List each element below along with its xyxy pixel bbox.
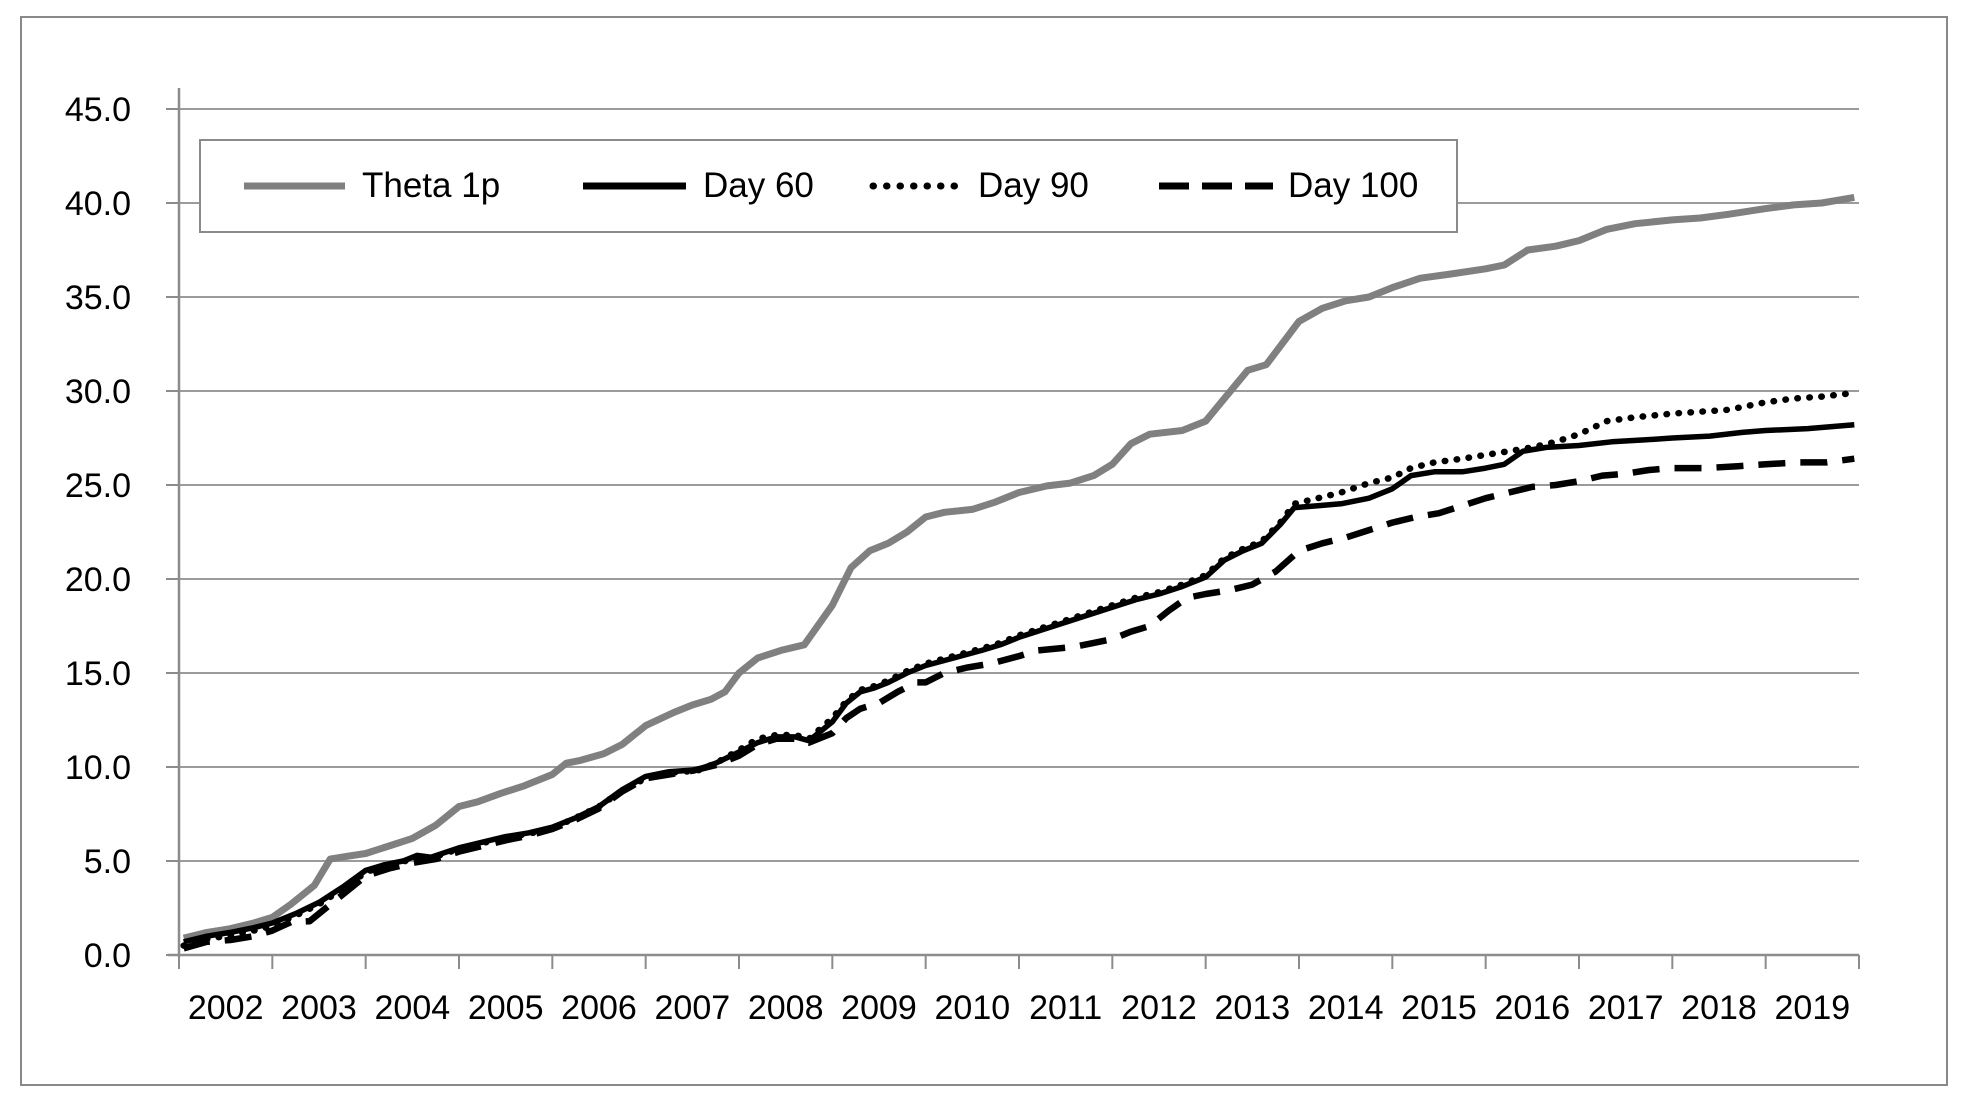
x-axis-label-2003: 2003 xyxy=(281,989,357,1027)
x-axis-label-2010: 2010 xyxy=(935,989,1011,1027)
x-axis-label-2018: 2018 xyxy=(1681,989,1757,1027)
legend-label-day-60: Day 60 xyxy=(703,166,814,205)
series-line-day-60 xyxy=(183,422,1855,945)
x-axis-label-2012: 2012 xyxy=(1121,989,1197,1027)
legend-sample-theta-1p-line-icon xyxy=(244,182,345,190)
y-axis-label-10.0: 10.0 xyxy=(65,749,131,787)
y-axis-label-5.0: 5.0 xyxy=(84,843,131,881)
legend-item-day-90: Day 90 xyxy=(869,141,1089,231)
x-axis-label-2008: 2008 xyxy=(748,989,824,1027)
x-axis-label-2019: 2019 xyxy=(1775,989,1851,1027)
series-line-theta-1p xyxy=(182,193,1855,942)
y-axis-label-25.0: 25.0 xyxy=(65,467,131,505)
legend-item-theta-1p: Theta 1p xyxy=(242,141,500,231)
legend-item-day-60: Day 60 xyxy=(581,141,814,231)
legend-box: Theta 1p Day 60 Day 90 Day 100 xyxy=(199,139,1458,233)
series-line-day-100 xyxy=(182,455,1855,952)
legend-sample-day-100-dashed-line-icon xyxy=(1159,182,1273,190)
legend-sample-day-90-dotted-line-icon xyxy=(869,182,963,190)
x-axis-label-2004: 2004 xyxy=(375,989,451,1027)
x-axis-label-2011: 2011 xyxy=(1029,989,1102,1027)
x-axis-label-2014: 2014 xyxy=(1308,989,1384,1027)
y-axis-label-20.0: 20.0 xyxy=(65,561,131,599)
y-axis-label-15.0: 15.0 xyxy=(65,655,131,693)
series-line-day-90 xyxy=(180,389,1858,949)
x-axis-label-2013: 2013 xyxy=(1215,989,1291,1027)
x-axis-label-2015: 2015 xyxy=(1401,989,1477,1027)
x-axis-label-2017: 2017 xyxy=(1588,989,1664,1027)
x-axis-label-2002: 2002 xyxy=(188,989,264,1027)
y-axis-label-35.0: 35.0 xyxy=(65,279,131,317)
legend-label-day-100: Day 100 xyxy=(1288,166,1419,205)
y-axis-label-45.0: 45.0 xyxy=(65,91,131,129)
legend-label-day-90: Day 90 xyxy=(978,166,1089,205)
legend-sample-day-60-line-icon xyxy=(583,182,686,190)
x-axis-label-2016: 2016 xyxy=(1495,989,1571,1027)
y-axis-label-40.0: 40.0 xyxy=(65,185,131,223)
x-axis-label-2006: 2006 xyxy=(561,989,637,1027)
legend-label-theta-1p: Theta 1p xyxy=(362,166,501,205)
x-axis-label-2007: 2007 xyxy=(655,989,731,1027)
legend-item-day-100: Day 100 xyxy=(1159,141,1418,231)
x-axis-label-2005: 2005 xyxy=(468,989,544,1027)
x-axis-label-2009: 2009 xyxy=(841,989,917,1027)
y-axis-label-30.0: 30.0 xyxy=(65,373,131,411)
y-axis-label-0.0: 0.0 xyxy=(84,937,131,975)
